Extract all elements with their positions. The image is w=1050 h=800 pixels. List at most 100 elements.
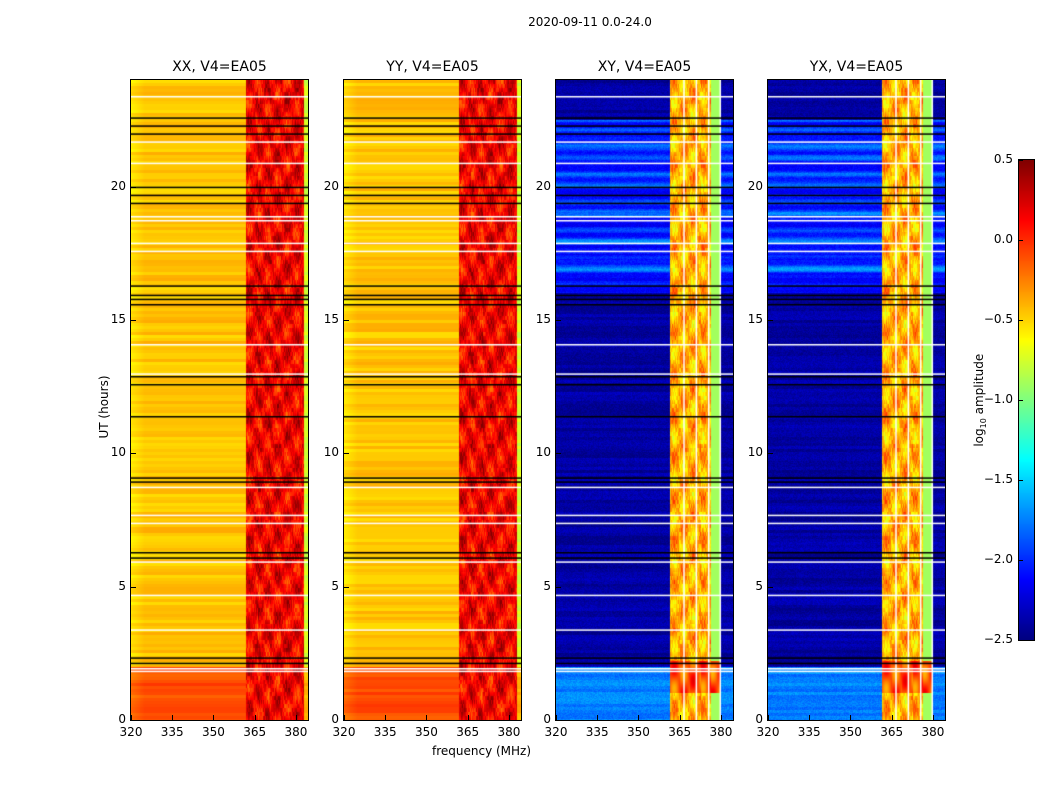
colorbar-tick-label: 0.0 [993,232,1013,246]
y-tick-label: 20 [747,178,763,193]
y-tick-label: 20 [110,178,126,193]
y-tick-label: 5 [755,578,763,593]
x-tick-mark [679,715,681,720]
colorbar-tick-mark [1019,240,1023,241]
panel-title: XX, V4=EA05 [172,59,267,75]
y-tick-label: 10 [110,445,126,460]
x-tick-label: 380 [921,725,945,739]
y-tick-mark [131,320,136,321]
y-tick-label: 10 [323,445,339,460]
y-tick-label: 5 [118,578,126,593]
y-tick-mark [556,720,561,721]
x-tick-label: 380 [497,725,521,739]
y-tick-mark [344,720,349,721]
x-tick-mark [556,715,557,720]
x-tick-mark [597,715,599,720]
y-tick-label: 15 [535,312,551,326]
y-tick-mark [344,453,349,455]
x-tick-label: 365 [880,725,904,739]
x-tick-mark [172,715,174,720]
heatmap-yx [768,80,945,720]
y-tick-mark [556,186,561,188]
figure-title: 2020-09-11 0.0-24.0 [528,15,652,29]
colorbar-tick-mark [1019,320,1023,321]
x-tick-mark [809,715,811,720]
y-tick-mark [556,320,561,321]
y-tick-mark [768,720,773,721]
x-tick-label: 365 [243,725,267,739]
x-tick-mark [213,715,215,720]
x-tick-mark [344,715,345,720]
colorbar-tick-label: −1.5 [983,472,1013,486]
x-tick-label: 335 [585,725,609,739]
y-tick-mark [131,586,136,588]
panel-title: YX, V4=EA05 [809,59,904,75]
x-tick-label: 380 [709,725,733,739]
x-tick-mark [850,715,852,720]
y-tick-mark [768,186,773,188]
y-tick-label: 15 [747,312,763,326]
heatmap-xy [556,80,733,720]
heatmap-yy [344,80,521,720]
colorbar-tick-mark [1019,400,1023,401]
y-tick-mark [131,186,136,188]
y-tick-mark [131,453,136,455]
x-tick-mark [295,715,297,720]
y-tick-label: 10 [747,445,763,460]
x-tick-label: 335 [797,725,821,739]
colorbar-tick-mark [1019,640,1023,641]
y-tick-mark [768,320,773,321]
colorbar-tick-label: −2.0 [983,552,1013,566]
panel-title: XY, V4=EA05 [597,59,692,75]
y-tick-label: 15 [323,312,339,326]
y-tick-mark [344,586,349,588]
x-tick-mark [385,715,387,720]
colorbar-tick-label: −2.5 [983,632,1013,646]
x-tick-mark [720,715,722,720]
y-tick-mark [768,586,773,588]
x-tick-label: 350 [839,725,862,739]
y-tick-label: 0 [543,712,551,726]
x-tick-mark [768,715,769,720]
colorbar-tick-mark [1019,560,1023,561]
heatmap-xx [131,80,308,720]
y-tick-label: 15 [110,312,126,326]
x-tick-mark [638,715,640,720]
colorbar-tick-mark [1019,480,1023,481]
y-tick-mark [556,453,561,455]
y-tick-label: 0 [118,712,126,726]
y-tick-label: 0 [755,712,763,726]
x-tick-label: 320 [119,725,143,739]
y-tick-label: 20 [535,178,551,193]
y-tick-mark [344,320,349,321]
x-tick-label: 380 [284,725,308,739]
x-tick-mark [426,715,428,720]
x-tick-label: 320 [332,725,356,739]
y-tick-label: 5 [543,578,551,593]
x-tick-label: 350 [627,725,650,739]
y-tick-mark [768,453,773,455]
x-tick-mark [508,715,510,720]
x-tick-label: 350 [415,725,438,739]
x-tick-mark [891,715,893,720]
x-tick-label: 320 [544,725,568,739]
y-tick-mark [131,720,136,721]
x-tick-mark [467,715,469,720]
x-tick-label: 335 [373,725,397,739]
colorbar [1019,160,1034,640]
x-tick-mark [932,715,934,720]
y-tick-label: 10 [535,445,551,460]
x-tick-mark [254,715,256,720]
x-tick-label: 335 [160,725,184,739]
x-tick-label: 350 [202,725,225,739]
y-tick-label: 5 [331,578,339,593]
y-tick-label: 0 [331,712,339,726]
x-tick-label: 320 [756,725,780,739]
colorbar-tick-mark [1019,160,1023,161]
x-axis-label: frequency (MHz) [432,744,532,758]
x-tick-mark [131,715,132,720]
x-tick-label: 365 [456,725,480,739]
panel-title: YY, V4=EA05 [386,59,479,75]
y-tick-mark [556,586,561,588]
